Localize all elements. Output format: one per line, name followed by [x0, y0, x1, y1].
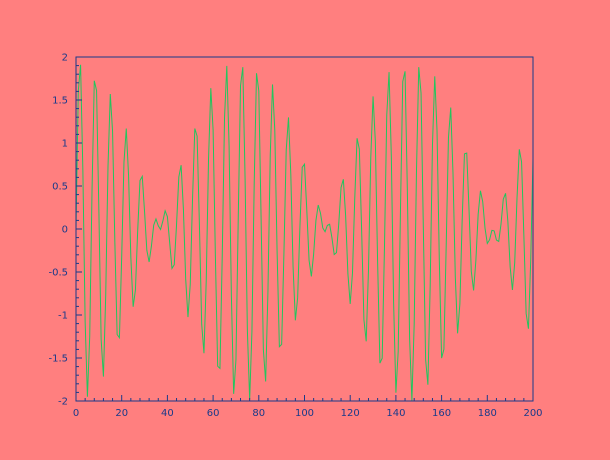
y-tick-label: 2: [62, 53, 68, 64]
y-tick-label: -2: [58, 397, 68, 408]
x-axis-ticks: 0 20 40 60 80 100 120 140 160 180 200: [73, 395, 543, 419]
x-tick-label: 100: [295, 408, 314, 419]
x-tick-label: 60: [207, 408, 220, 419]
y-tick-label: -1: [58, 311, 68, 322]
y-axis-ticks: 2 1.5 1 0.5 0 -0.5 -1 -1.5 -2: [48, 53, 82, 408]
y-tick-label: 0.5: [52, 182, 68, 193]
plot-background: [76, 57, 533, 401]
y-tick-label: 0: [62, 225, 68, 236]
x-tick-label: 160: [432, 408, 451, 419]
series-layer: [75, 64, 534, 401]
y-tick-label: -0.5: [48, 268, 68, 279]
x-tick-label: 20: [115, 408, 128, 419]
x-tick-label: 0: [73, 408, 79, 419]
series-line-0: [75, 64, 534, 401]
x-tick-label: 200: [523, 408, 542, 419]
y-tick-label: 1: [62, 139, 68, 150]
x-tick-label: 80: [252, 408, 265, 419]
x-tick-label: 120: [341, 408, 360, 419]
y-tick-label: -1.5: [48, 354, 68, 365]
x-tick-label: 40: [161, 408, 174, 419]
x-tick-label: 140: [386, 408, 405, 419]
y-tick-label: 1.5: [52, 96, 68, 107]
plot-area: [76, 57, 533, 401]
x-tick-label: 180: [478, 408, 497, 419]
